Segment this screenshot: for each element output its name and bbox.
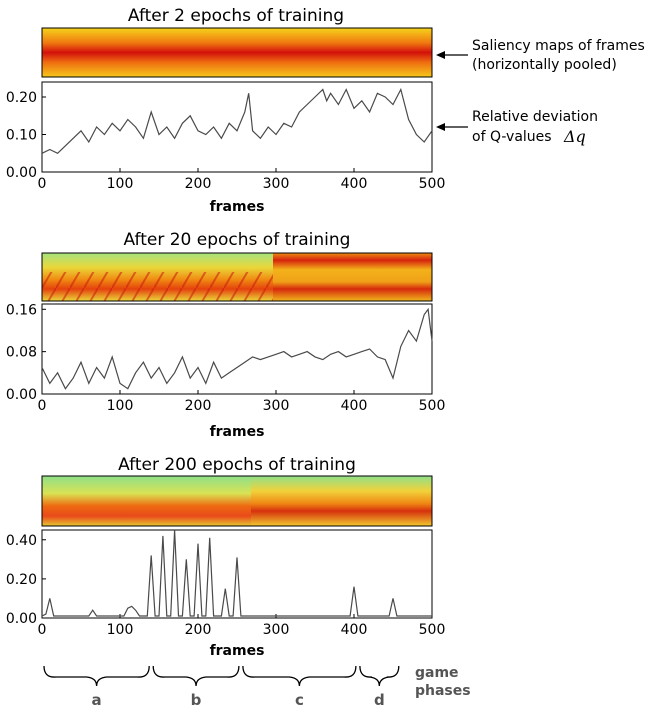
chart-3-ytick-label: 0.00	[6, 611, 37, 627]
chart-3-xtick-label: 400	[341, 622, 368, 638]
chart-2-heatmap-right	[273, 253, 432, 301]
chart-1-heatmap	[41, 27, 433, 78]
saliency-label-2: (horizontally pooled)	[472, 57, 617, 73]
chart-1-ytick-label: 0.00	[6, 165, 37, 181]
chart-3-heatmap-right	[251, 476, 432, 526]
chart-1-ytick-label: 0.10	[6, 128, 37, 144]
chart-2-xtick-label: 500	[419, 398, 446, 414]
phases-label-2: phases	[415, 683, 471, 699]
chart-2-xtick-label: 100	[107, 398, 134, 414]
chart-3-xtick-label: 100	[107, 622, 134, 638]
phase-label-a: a	[92, 691, 102, 709]
chart-2-xlabel: frames	[210, 424, 265, 440]
chart-3-xlabel: frames	[210, 643, 265, 659]
chart-1-series-line	[41, 87, 433, 155]
chart-1-xtick-label: 200	[185, 176, 212, 192]
deviation-label-2: of Q-values	[472, 129, 552, 145]
chart-3-title: After 200 epochs of training	[118, 455, 356, 475]
chart-1-xtick-label: 0	[38, 176, 47, 192]
chart-3-xtick-label: 0	[38, 622, 47, 638]
phase-label-c: c	[295, 691, 304, 709]
chart-1-xtick-label: 500	[419, 176, 446, 192]
phase-label-d: d	[374, 691, 385, 709]
chart-1-xtick-label: 400	[341, 176, 368, 192]
chart-2-title: After 20 epochs of training	[124, 230, 351, 250]
chart-3-ytick-label: 0.40	[6, 533, 37, 549]
chart-1-plot-frame	[41, 81, 433, 173]
chart-3-heatmap-frame	[41, 475, 433, 527]
chart-3-plot-frame	[41, 529, 433, 619]
deviation-symbol: Δq	[563, 127, 586, 146]
chart-1-xtick-label: 100	[107, 176, 134, 192]
chart-1-title: After 2 epochs of training	[128, 6, 344, 26]
chart-2-ytick-label: 0.08	[6, 345, 37, 361]
phase-brace-a	[43, 665, 150, 687]
chart-2-xtick-label: 300	[263, 398, 290, 414]
chart-2-xtick-label: 200	[185, 398, 212, 414]
chart-2-ytick-label: 0.00	[6, 387, 37, 403]
chart-1-xlabel: frames	[210, 199, 265, 215]
chart-3-ytick-label: 0.20	[6, 572, 37, 588]
chart-2-ytick-label: 0.16	[6, 302, 37, 318]
chart-2-series-line	[41, 307, 433, 390]
chart-2-xtick-label: 400	[341, 398, 368, 414]
deviation-arrowhead	[436, 123, 445, 131]
chart-1-ytick-label: 0.20	[6, 90, 37, 106]
phase-brace-c	[242, 665, 357, 687]
deviation-label-1: Relative deviation	[472, 109, 598, 125]
chart-1-xtick-label: 300	[263, 176, 290, 192]
phase-brace-b	[152, 665, 240, 687]
chart-3-xtick-label: 200	[185, 622, 212, 638]
chart-2-plot-frame	[41, 303, 433, 395]
chart-2-heatmap-frame	[41, 252, 433, 302]
chart-3-xtick-label: 300	[263, 622, 290, 638]
chart-3-series-line	[41, 529, 432, 617]
chart-3-xtick-label: 500	[419, 622, 446, 638]
chart-2-xtick-label: 0	[38, 398, 47, 414]
phase-label-b: b	[191, 691, 202, 709]
chart-3-heatmap-left	[42, 476, 251, 526]
chart-2-heatmap-texture	[42, 272, 273, 301]
phases-label-1: game	[415, 665, 459, 681]
saliency-arrowhead	[436, 51, 445, 59]
saliency-label-1: Saliency maps of frames	[472, 38, 645, 54]
phase-brace-d	[359, 665, 400, 687]
